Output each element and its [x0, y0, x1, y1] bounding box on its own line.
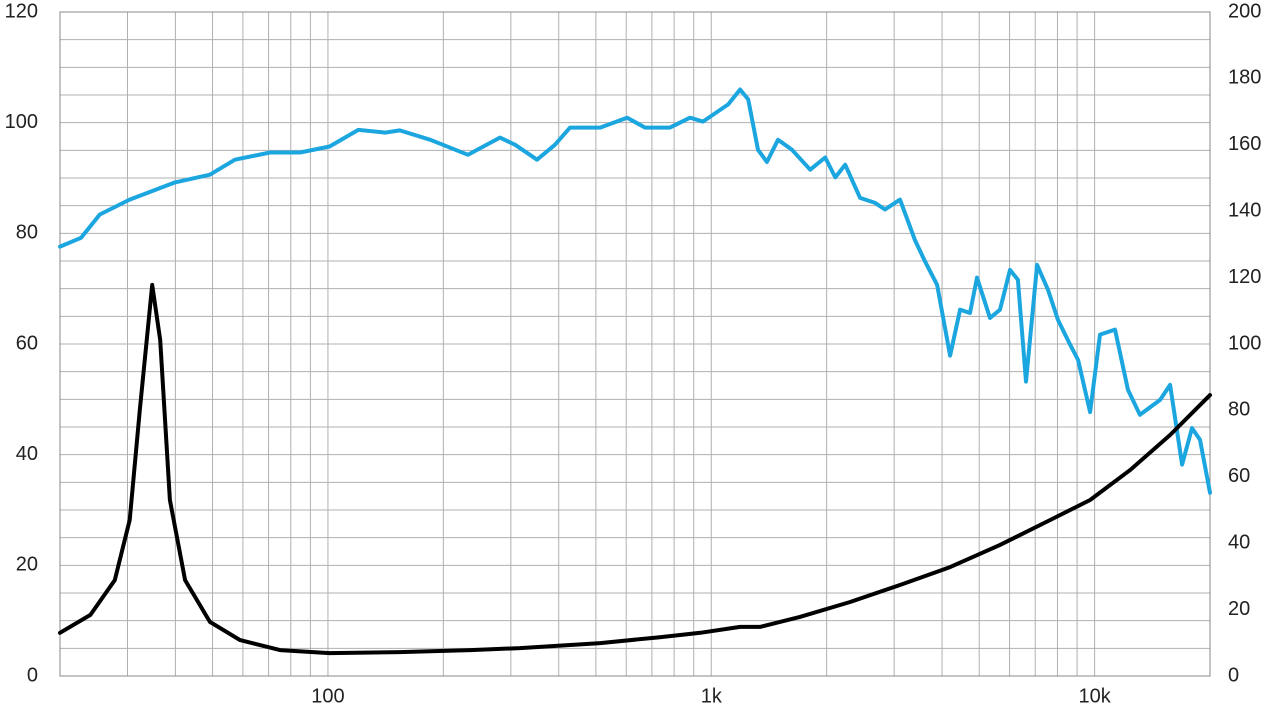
data-line [58, 87, 1212, 495]
y-tick-label: 40 [16, 443, 38, 465]
y2-tick-label: 120 [1228, 266, 1261, 288]
y2-tick-label: 180 [1228, 67, 1261, 89]
y2-tick-label: 140 [1228, 199, 1261, 221]
y-tick-label: 120 [5, 0, 38, 22]
y-tick-label: 60 [16, 332, 38, 354]
y2-tick-label: 200 [1228, 0, 1261, 22]
x-tick-label: 1k [701, 685, 723, 707]
y2-tick-label: 60 [1228, 465, 1250, 487]
y-tick-label: 20 [16, 554, 38, 576]
plot-frame [59, 11, 1211, 677]
y2-tick-label: 20 [1228, 598, 1250, 620]
y2-tick-label: 160 [1228, 133, 1261, 155]
x-tick-label: 10k [1078, 685, 1111, 707]
y2-tick-label: 40 [1228, 531, 1250, 553]
y2-tick-label: 0 [1228, 664, 1239, 686]
y-tick-label: 100 [5, 111, 38, 133]
y-tick-label: 0 [27, 664, 38, 686]
y-tick-label: 80 [16, 222, 38, 244]
y2-tick-label: 100 [1228, 332, 1261, 354]
data-line [58, 282, 1212, 656]
x-tick-label: 100 [311, 685, 344, 707]
y2-tick-label: 80 [1228, 399, 1250, 421]
